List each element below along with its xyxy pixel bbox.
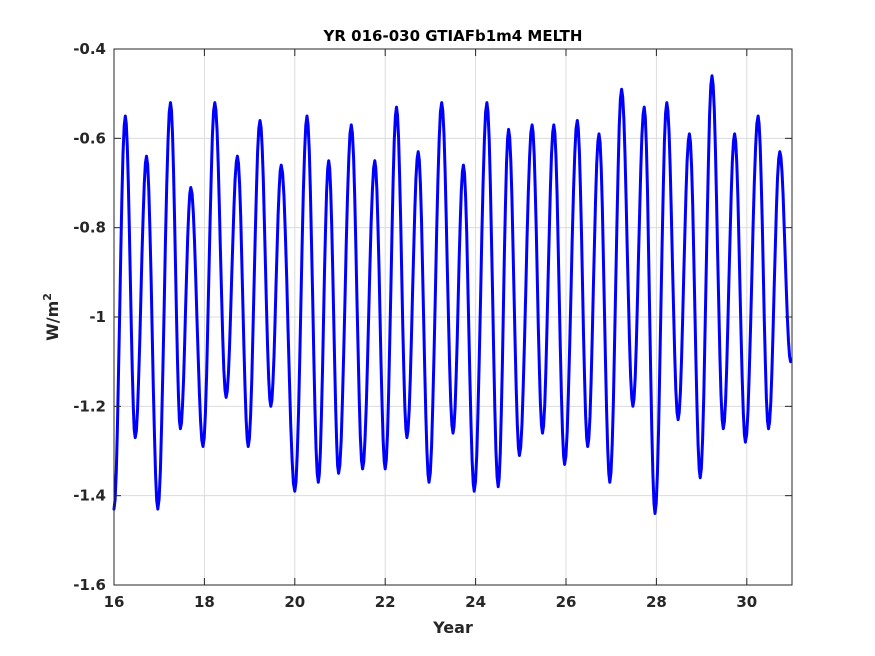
x-tick-label: 26: [556, 593, 577, 611]
x-tick-label: 28: [646, 593, 667, 611]
x-tick-label: 30: [736, 593, 757, 611]
x-tick-label: 22: [375, 593, 396, 611]
chart-title: YR 016-030 GTIAFb1m4 MELTH: [323, 27, 583, 45]
series-line: [112, 74, 793, 515]
y-axis-label: W/m2: [41, 293, 62, 341]
y-axis-label-superscript: 2: [41, 293, 54, 301]
y-axis-label-base: W/m: [43, 301, 62, 341]
y-tick-label: -0.8: [73, 219, 106, 237]
x-axis-label: Year: [432, 618, 473, 637]
y-tick-label: -0.6: [73, 129, 106, 147]
y-tick-labels: -1.6 -1.4 -1.2 -1 -0.8 -0.6 -0.4: [73, 40, 106, 594]
y-tick-label: -0.4: [73, 40, 106, 58]
x-tick-label: 18: [194, 593, 215, 611]
x-tick-label: 20: [284, 593, 305, 611]
y-tick-label: -1.4: [73, 487, 106, 505]
x-tick-label: 16: [104, 593, 125, 611]
y-tick-label: -1: [89, 308, 106, 326]
x-tick-labels: 16 18 20 22 24 26 28 30: [104, 593, 758, 611]
y-tick-label: -1.6: [73, 576, 106, 594]
ticks: [113, 48, 792, 586]
y-tick-label: -1.2: [73, 397, 106, 415]
x-tick-label: 24: [465, 593, 486, 611]
series-layer: [112, 74, 793, 515]
